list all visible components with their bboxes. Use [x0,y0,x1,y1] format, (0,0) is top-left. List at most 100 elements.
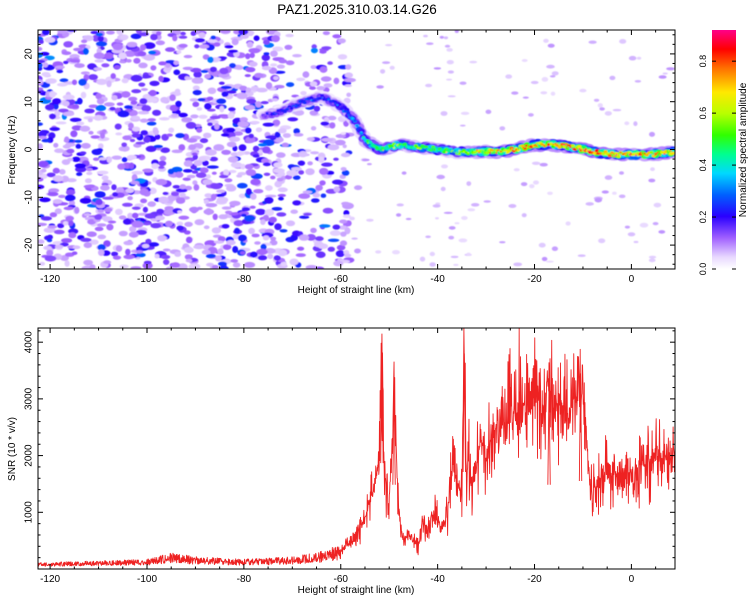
heatmap-noise-cell [221,206,232,210]
heatmap-noise-cell [210,193,217,201]
heatmap-signal-cell [569,146,572,149]
heatmap-noise-cell [483,200,491,203]
heatmap-noise-cell [284,44,293,50]
heatmap-noise-cell [436,174,446,180]
heatmap-noise-cell [226,141,237,148]
heatmap-signal-cell [282,110,288,114]
heatmap-noise-cell [312,192,321,198]
heatmap-noise-cell [310,151,319,155]
heatmap-noise-cell [143,42,156,49]
heatmap-noise-cell [192,154,198,161]
heatmap-noise-cell [597,103,603,108]
heatmap-noise-cell [342,144,347,149]
heatmap-signal-cell [663,153,666,155]
heatmap-signal-cell [608,152,611,154]
heatmap-noise-cell [176,221,184,226]
heatmap-noise-cell [351,237,358,240]
heatmap-noise-cell [538,242,546,248]
heatmap-noise-cell [133,57,141,64]
heatmap-signal-cell [508,150,511,153]
heatmap-noise-cell [264,209,275,216]
heatmap-noise-cell [346,92,352,98]
heatmap-noise-cell [139,188,149,196]
heatmap-signal-cell [314,98,317,101]
heatmap-noise-cell [175,171,184,178]
heatmap-noise-cell [354,185,363,191]
heatmap-noise-cell [211,227,222,234]
heatmap-signal-cell [619,151,622,154]
heatmap-signal-cell [303,99,306,102]
heatmap-signal-cell [563,143,566,146]
heatmap-noise-cell [531,161,541,165]
heatmap-noise-cell [198,32,206,39]
heatmap-noise-cell [213,240,225,244]
heatmap-noise-cell [245,169,257,176]
heatmap-signal-cell [337,102,342,106]
heatmap-signal-cell [578,148,581,150]
heatmap-noise-cell [440,186,446,192]
heatmap-noise-cell [139,98,148,105]
heatmap-noise-cell [143,54,156,61]
heatmap-noise-cell [343,77,356,83]
heatmap-noise-cell [153,129,159,136]
heatmap-noise-cell [203,225,210,230]
heatmap-noise-cell [579,88,587,93]
heatmap-signal-cell [506,150,509,152]
heatmap-noise-cell [100,132,105,139]
heatmap-signal-cell [649,150,654,154]
heatmap-noise-cell [45,104,55,111]
heatmap-noise-cell [218,261,227,267]
heatmap-noise-cell [52,98,62,105]
heatmap-noise-cell [276,177,284,182]
heatmap-noise-cell [140,130,148,136]
heatmap-noise-cell [131,170,144,175]
heatmap-noise-cell [42,30,50,36]
heatmap-noise-cell [471,203,480,207]
heatmap-noise-cell [140,88,148,91]
heatmap-signal-cell [521,148,524,150]
heatmap-noise-cell [80,237,92,242]
heatmap-noise-cell [48,132,56,139]
heatmap-noise-cell [62,111,75,117]
heatmap-signal-cell [522,146,527,150]
heatmap-signal-cell [333,100,338,104]
heatmap-noise-cell [106,156,113,163]
spectrogram-x-axis: -120 -100 -80 -60 -40 -20 0 [40,30,657,285]
heatmap-noise-cell [598,238,606,244]
heatmap-signal-cell [594,149,599,153]
heatmap-noise-cell [229,63,236,69]
heatmap-signal-cell [360,131,363,133]
heatmap-noise-cell [446,48,453,52]
heatmap-noise-cell [273,76,279,81]
heatmap-noise-cell [276,64,285,69]
heatmap-noise-cell [214,123,220,130]
heatmap-noise-cell [136,246,143,252]
heatmap-noise-cell [340,132,347,135]
heatmap-noise-cell [333,186,341,193]
heatmap-noise-cell [223,169,230,176]
heatmap-noise-cell [296,77,306,82]
heatmap-noise-cell [354,248,361,254]
heatmap-noise-cell [150,65,157,71]
heatmap-noise-cell [530,80,539,85]
heatmap-signal-cell [609,151,615,155]
heatmap-noise-cell [142,168,154,173]
heatmap-noise-cell [207,39,218,43]
heatmap-signal-cell [377,147,380,150]
heatmap-noise-cell [89,264,96,269]
heatmap-signal-cell [577,145,582,149]
heatmap-noise-cell [148,50,157,55]
heatmap-noise-cell [54,208,62,215]
heatmap-noise-cell [44,255,57,262]
heatmap-noise-cell [319,224,331,228]
heatmap-noise-cell [440,111,448,116]
heatmap-signal-cell [442,150,447,154]
heatmap-noise-cell [250,120,260,125]
heatmap-noise-cell [499,241,506,244]
heatmap-noise-cell [341,170,350,176]
heatmap-noise-cell [321,162,333,167]
heatmap-noise-cell [543,38,549,43]
heatmap-noise-cell [57,82,68,87]
heatmap-noise-cell [565,221,571,226]
heatmap-signal-cell [412,146,415,149]
